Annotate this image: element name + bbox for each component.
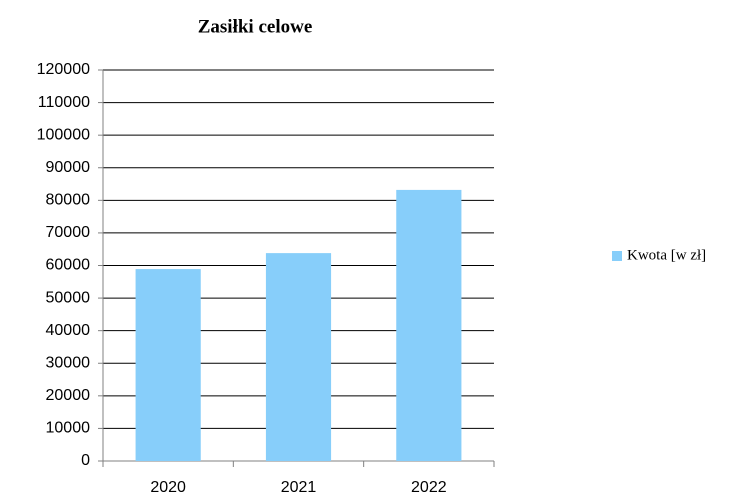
y-tick-label: 110000 [38,94,90,111]
y-tick-label: 10000 [46,420,91,437]
y-tick-label: 50000 [46,289,91,306]
y-tick-label: 90000 [46,159,91,176]
y-tick-label: 40000 [46,322,91,339]
bar [396,189,462,461]
y-tick-label: 20000 [46,387,91,404]
chart-title: Zasiłki celowe [198,16,313,37]
legend-label: Kwota [w zł] [627,247,706,263]
y-tick-label: 70000 [46,224,91,241]
y-tick-label: 80000 [46,192,91,209]
y-tick-label: 60000 [46,257,91,274]
bar [135,269,201,461]
legend-swatch [612,251,622,261]
y-tick-label: 120000 [37,61,90,78]
x-tick-label: 2021 [281,479,317,496]
y-tick-label: 100000 [37,126,90,143]
y-tick-label: 0 [81,452,90,469]
y-tick-label: 30000 [46,354,91,371]
bar [265,253,332,461]
x-tick-label: 2020 [150,479,186,496]
x-tick-label: 2022 [411,479,447,496]
